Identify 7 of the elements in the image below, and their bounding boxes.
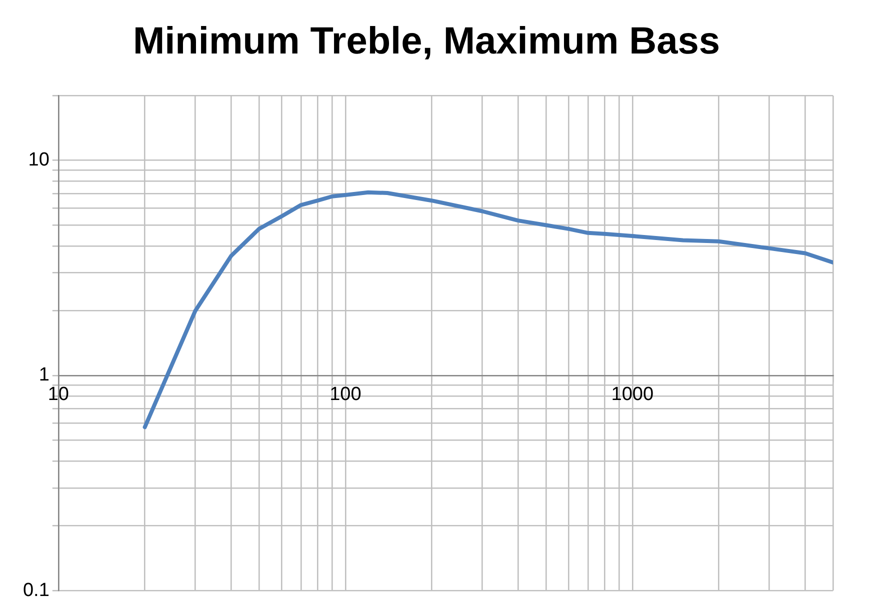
y-tick-label: 1 — [38, 364, 50, 386]
y-tick-label: 10 — [28, 150, 50, 171]
x-tick-label: 10 — [48, 384, 69, 406]
chart-title: Minimum Treble, Maximum Bass — [132, 20, 720, 62]
x-tick-label: 100 — [330, 384, 362, 406]
y-tick-label: 0.1 — [22, 580, 50, 601]
x-tick-label: 1000 — [611, 384, 654, 406]
